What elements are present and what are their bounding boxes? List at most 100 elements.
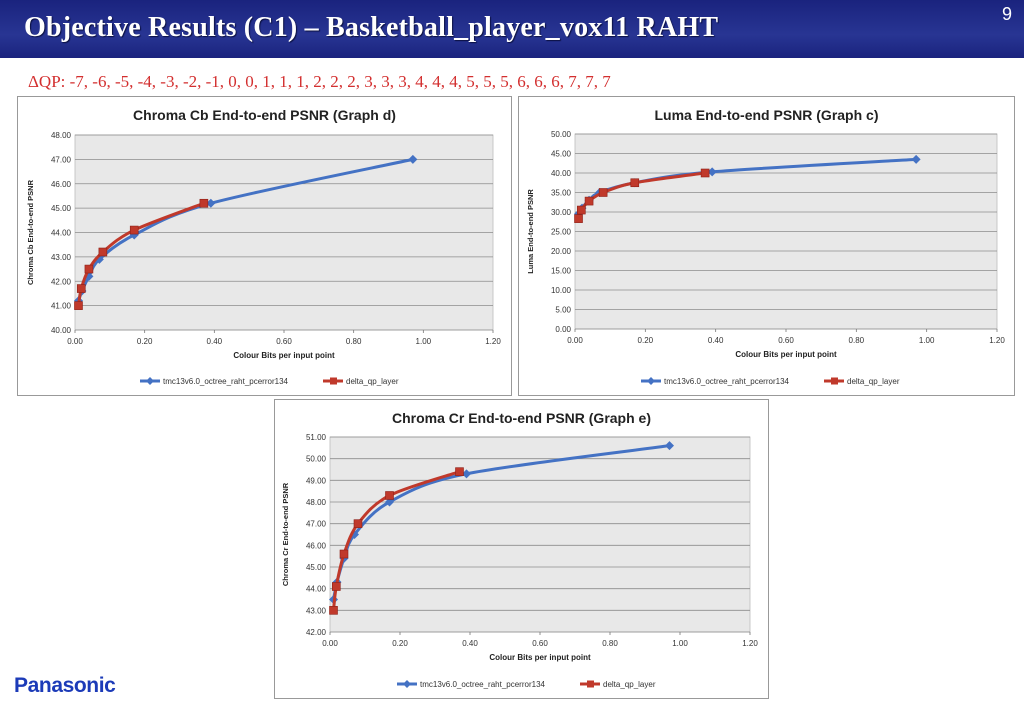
x-tick-label: 0.40	[207, 337, 223, 346]
x-tick-label: 1.20	[485, 337, 501, 346]
x-tick-label: 0.80	[346, 337, 362, 346]
x-tick-label: 1.20	[989, 336, 1005, 345]
legend-label: delta_qp_layer	[847, 377, 900, 386]
x-tick-label: 1.00	[672, 639, 688, 648]
data-point-square	[331, 582, 341, 591]
x-tick-label: 0.40	[462, 639, 478, 648]
y-tick-label: 10.00	[551, 286, 572, 295]
slide-title: Objective Results (C1) – Basketball_play…	[24, 12, 719, 43]
chart-luma: Luma End-to-end PSNR (Graph c) 0.00 5.00 10…	[526, 107, 1005, 386]
chart-panel-luma: Luma End-to-end PSNR (Graph c) 0.00 5.00 10…	[518, 96, 1015, 396]
x-tick-label: 0.00	[567, 336, 583, 345]
y-tick-label: 46.00	[306, 541, 327, 550]
y-tick-label: 50.00	[306, 455, 327, 464]
data-point-square	[74, 301, 83, 310]
y-tick-label: 45.00	[551, 150, 572, 159]
title-bar: Objective Results (C1) – Basketball_play…	[0, 0, 1024, 58]
chart-title: Chroma Cr End-to-end PSNR (Graph e)	[392, 410, 651, 426]
plot-area	[329, 436, 751, 633]
data-point-square	[339, 549, 349, 559]
y-tick-label: 15.00	[551, 267, 572, 276]
x-tick-label: 0.20	[638, 336, 654, 345]
x-tick-label: 0.00	[67, 337, 83, 346]
legend-swatch-marker	[831, 377, 838, 385]
data-point-square	[574, 214, 583, 223]
y-tick-label: 45.00	[51, 204, 72, 213]
data-point-square	[630, 178, 640, 188]
y-tick-label: 47.00	[51, 155, 72, 164]
legend-label: tmc13v6.0_octree_raht_pcerror134	[664, 377, 790, 386]
x-tick-label: 0.40	[708, 336, 724, 345]
legend-label: delta_qp_layer	[346, 377, 399, 386]
x-tick-label: 0.80	[849, 336, 865, 345]
data-point-square	[199, 198, 209, 208]
data-point-square	[598, 188, 608, 197]
x-tick-label: 0.60	[276, 337, 292, 346]
y-tick-label: 41.00	[51, 302, 72, 311]
chart-chroma-cr: Chroma Cr End-to-end PSNR (Graph e) 42.00…	[281, 410, 758, 689]
chart-title: Chroma Cb End-to-end PSNR (Graph d)	[133, 107, 396, 123]
y-tick-label: 20.00	[551, 247, 572, 256]
x-tick-label: 0.60	[532, 639, 548, 648]
data-point-square	[76, 284, 86, 293]
y-axis-label: Chroma Cb End-to-end PSNR	[26, 179, 35, 285]
data-point-square	[98, 247, 108, 257]
x-axis-label: Colour Bits per input point	[489, 653, 591, 662]
data-point-square	[84, 264, 94, 274]
x-axis-label: Colour Bits per input point	[233, 351, 335, 360]
legend-swatch-marker	[403, 680, 411, 688]
legend-label: delta_qp_layer	[603, 680, 656, 689]
data-point-square	[329, 606, 338, 615]
page-number: 9	[1001, 4, 1012, 24]
chart-panel-chroma-cr: Chroma Cr End-to-end PSNR (Graph e) 42.00…	[274, 399, 769, 699]
legend-swatch-marker	[647, 377, 655, 385]
x-tick-label: 0.80	[602, 639, 618, 648]
y-axis-label: Luma End-to-end PSNR	[526, 189, 535, 274]
x-tick-label: 0.20	[392, 639, 408, 648]
y-tick-label: 48.00	[51, 131, 72, 140]
x-axis-label: Colour Bits per input point	[735, 350, 837, 359]
data-point-square	[353, 519, 363, 528]
data-point-square	[385, 491, 394, 500]
legend-label: tmc13v6.0_octree_raht_pcerror134	[163, 377, 289, 386]
x-tick-label: 1.00	[919, 336, 935, 345]
y-tick-label: 42.00	[51, 277, 72, 286]
panasonic-logo: Panasonic	[14, 674, 116, 697]
y-tick-label: 42.00	[306, 628, 327, 637]
x-tick-label: 0.20	[137, 337, 153, 346]
legend-swatch-marker	[587, 680, 594, 688]
x-tick-label: 0.60	[778, 336, 794, 345]
y-tick-label: 0.00	[555, 325, 571, 334]
data-point-square	[577, 205, 586, 215]
x-tick-label: 1.00	[416, 337, 432, 346]
data-point-diamond	[707, 167, 717, 177]
y-tick-label: 44.00	[51, 229, 72, 238]
data-point-diamond	[665, 441, 674, 451]
data-point-square	[129, 225, 139, 235]
data-point-square	[455, 467, 464, 476]
legend-swatch-marker	[330, 377, 337, 385]
x-tick-label: 0.00	[322, 639, 338, 648]
data-point-square	[700, 168, 710, 178]
y-tick-label: 43.00	[306, 606, 327, 615]
y-tick-label: 30.00	[551, 208, 572, 217]
y-tick-label: 43.00	[51, 253, 72, 262]
y-tick-label: 35.00	[551, 189, 572, 198]
data-point-diamond	[408, 154, 418, 164]
y-tick-label: 49.00	[306, 476, 327, 485]
data-point-diamond	[206, 198, 216, 208]
data-point-diamond	[462, 469, 471, 479]
chart-chroma-cb: Chroma Cb End-to-end PSNR (Graph d) 40.00…	[26, 107, 501, 386]
x-tick-label: 1.20	[742, 639, 758, 648]
y-tick-label: 48.00	[306, 498, 327, 507]
data-point-square	[584, 196, 594, 206]
legend-swatch-marker	[146, 377, 154, 385]
chart-panel-chroma-cb: Chroma Cb End-to-end PSNR (Graph d) 40.00…	[17, 96, 512, 396]
delta-qp-list: ΔQP: -7, -6, -5, -4, -3, -2, -1, 0, 0, 1…	[28, 72, 611, 91]
legend-label: tmc13v6.0_octree_raht_pcerror134	[420, 680, 546, 689]
y-tick-label: 40.00	[551, 169, 572, 178]
y-tick-label: 40.00	[51, 326, 72, 335]
data-point-diamond	[911, 154, 921, 164]
y-tick-label: 45.00	[306, 563, 327, 572]
chart-title: Luma End-to-end PSNR (Graph c)	[655, 107, 879, 123]
